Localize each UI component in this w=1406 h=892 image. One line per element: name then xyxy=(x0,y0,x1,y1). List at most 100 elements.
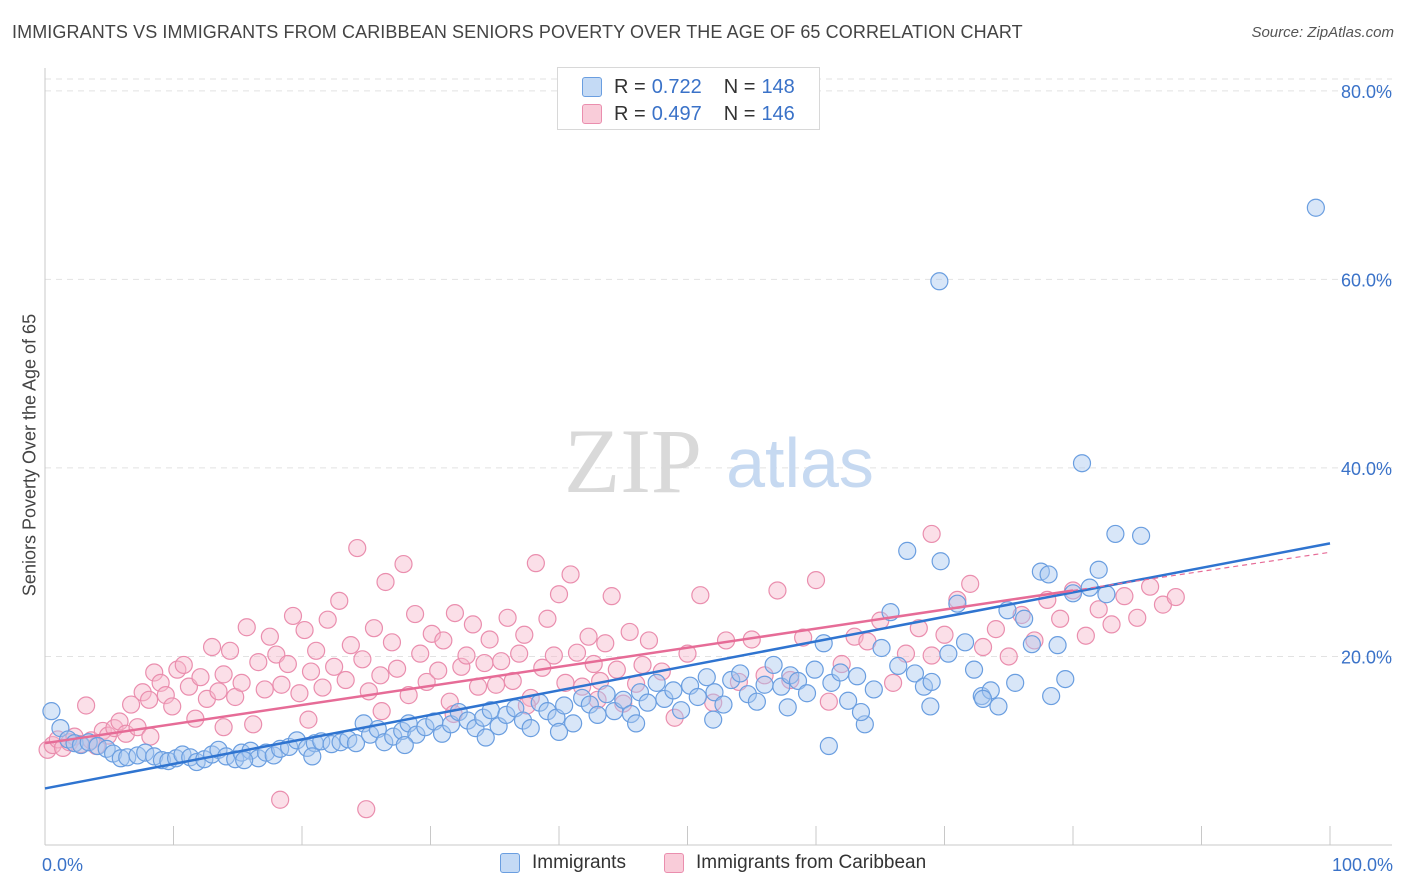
caribbean-point xyxy=(295,620,314,640)
immigrant-point xyxy=(671,701,691,720)
axes xyxy=(44,68,1392,846)
y-tick-label: 40.0% xyxy=(1341,459,1392,479)
immigrant-point xyxy=(538,702,557,721)
immigrant-point xyxy=(705,683,724,702)
caribbean-point xyxy=(174,655,193,675)
caribbean-point xyxy=(77,696,96,715)
immigrant-point xyxy=(564,714,583,733)
immigrant-point xyxy=(848,667,867,686)
legend-r-label: R = xyxy=(614,75,646,98)
caribbean-point xyxy=(313,678,332,697)
caribbean-point xyxy=(961,574,980,593)
immigrant-point xyxy=(42,702,61,721)
immigrant-point xyxy=(416,718,435,737)
legend-item-caribbean: Immigrants from Caribbean xyxy=(664,852,926,874)
immigrant-point xyxy=(1056,669,1075,689)
caribbean-point xyxy=(145,663,164,682)
caribbean-point xyxy=(1166,587,1185,607)
caribbean-point xyxy=(515,625,534,644)
legend-swatch-pink xyxy=(582,104,602,124)
caribbean-point xyxy=(986,620,1006,639)
y-tick-label: 60.0% xyxy=(1341,270,1392,290)
caribbean-point xyxy=(325,657,344,676)
immigrant-point xyxy=(797,684,817,703)
correlation-legend: R = 0.722 N = 148 R = 0.497 N = 146 xyxy=(557,67,820,130)
caribbean-point xyxy=(999,647,1018,666)
caribbean-point xyxy=(191,668,210,687)
caribbean-point xyxy=(141,727,160,746)
immigrant-point xyxy=(747,692,766,711)
immigrant-point xyxy=(647,673,666,692)
caribbean-point xyxy=(549,585,569,604)
trend-lines xyxy=(44,542,1331,790)
caribbean-point xyxy=(411,644,430,663)
immigrant-point xyxy=(235,751,254,770)
caribbean-point xyxy=(163,697,182,716)
caribbean-point xyxy=(307,641,326,660)
y-tick-label: 80.0% xyxy=(1341,82,1392,102)
caribbean-point xyxy=(909,619,928,638)
legend-swatch-blue xyxy=(500,853,520,873)
caribbean-point xyxy=(602,587,621,606)
caribbean-point xyxy=(133,683,152,702)
y-axis-label: Seniors Poverty Over the Age of 65 xyxy=(19,313,40,597)
immigrant-point xyxy=(973,689,993,708)
caribbean-point xyxy=(935,625,954,644)
caribbean-point xyxy=(584,654,603,674)
immigrant-point xyxy=(930,272,949,291)
caribbean-point xyxy=(768,581,787,600)
immigrant-point xyxy=(964,660,984,679)
watermark: ZIP atlas xyxy=(564,410,874,512)
immigrant-point xyxy=(136,743,155,762)
immigrant-point xyxy=(626,714,646,733)
caribbean-point xyxy=(633,655,652,675)
caribbean-point xyxy=(139,690,159,709)
immigrant-point xyxy=(905,664,925,683)
legend-n-value: 146 xyxy=(761,102,795,125)
caribbean-point xyxy=(883,673,903,692)
legend-n-label: N = xyxy=(723,75,756,98)
caribbean-point xyxy=(665,708,684,727)
immigrants-trend-line xyxy=(44,542,1331,790)
caribbean-point xyxy=(318,610,337,629)
caribbean-point xyxy=(271,790,290,809)
caribbean-point xyxy=(538,609,557,628)
caribbean-point xyxy=(244,715,263,734)
immigrant-point xyxy=(831,663,850,682)
caribbean-trend-extension xyxy=(1072,551,1331,592)
immigrant-point xyxy=(497,705,516,725)
legend-r-label: R = xyxy=(614,102,646,125)
immigrant-point xyxy=(1022,635,1041,654)
immigrant-point xyxy=(1072,454,1092,473)
immigrant-point xyxy=(872,638,891,658)
immigrant-point xyxy=(922,672,941,692)
legend-label-caribbean: Immigrants from Caribbean xyxy=(696,852,927,873)
caribbean-point xyxy=(387,659,407,678)
caribbean-point xyxy=(364,619,384,638)
immigrant-point xyxy=(555,696,574,715)
caribbean-point xyxy=(922,646,941,665)
caribbean-point xyxy=(457,646,476,665)
immigrant-point xyxy=(764,655,783,675)
caribbean-point xyxy=(283,606,303,626)
caribbean-point xyxy=(301,662,321,681)
immigrant-point xyxy=(375,733,394,752)
caribbean-point xyxy=(922,524,941,544)
caribbean-point xyxy=(806,571,826,590)
immigrant-point xyxy=(621,704,641,724)
caribbean-point xyxy=(429,661,448,680)
caribbean-point xyxy=(214,665,233,684)
immigrant-point xyxy=(1048,636,1067,655)
caribbean-point xyxy=(186,709,205,728)
caribbean-point xyxy=(371,666,390,685)
caribbean-trend-line xyxy=(44,589,1074,745)
caribbean-point xyxy=(486,675,506,694)
immigrant-point xyxy=(864,680,883,699)
immigrant-point xyxy=(921,697,940,716)
y-tick-label: 20.0% xyxy=(1341,647,1392,667)
caribbean-point xyxy=(405,604,425,624)
caribbean-point xyxy=(561,565,580,584)
caribbean-point xyxy=(220,641,240,660)
caribbean-point xyxy=(422,624,441,643)
